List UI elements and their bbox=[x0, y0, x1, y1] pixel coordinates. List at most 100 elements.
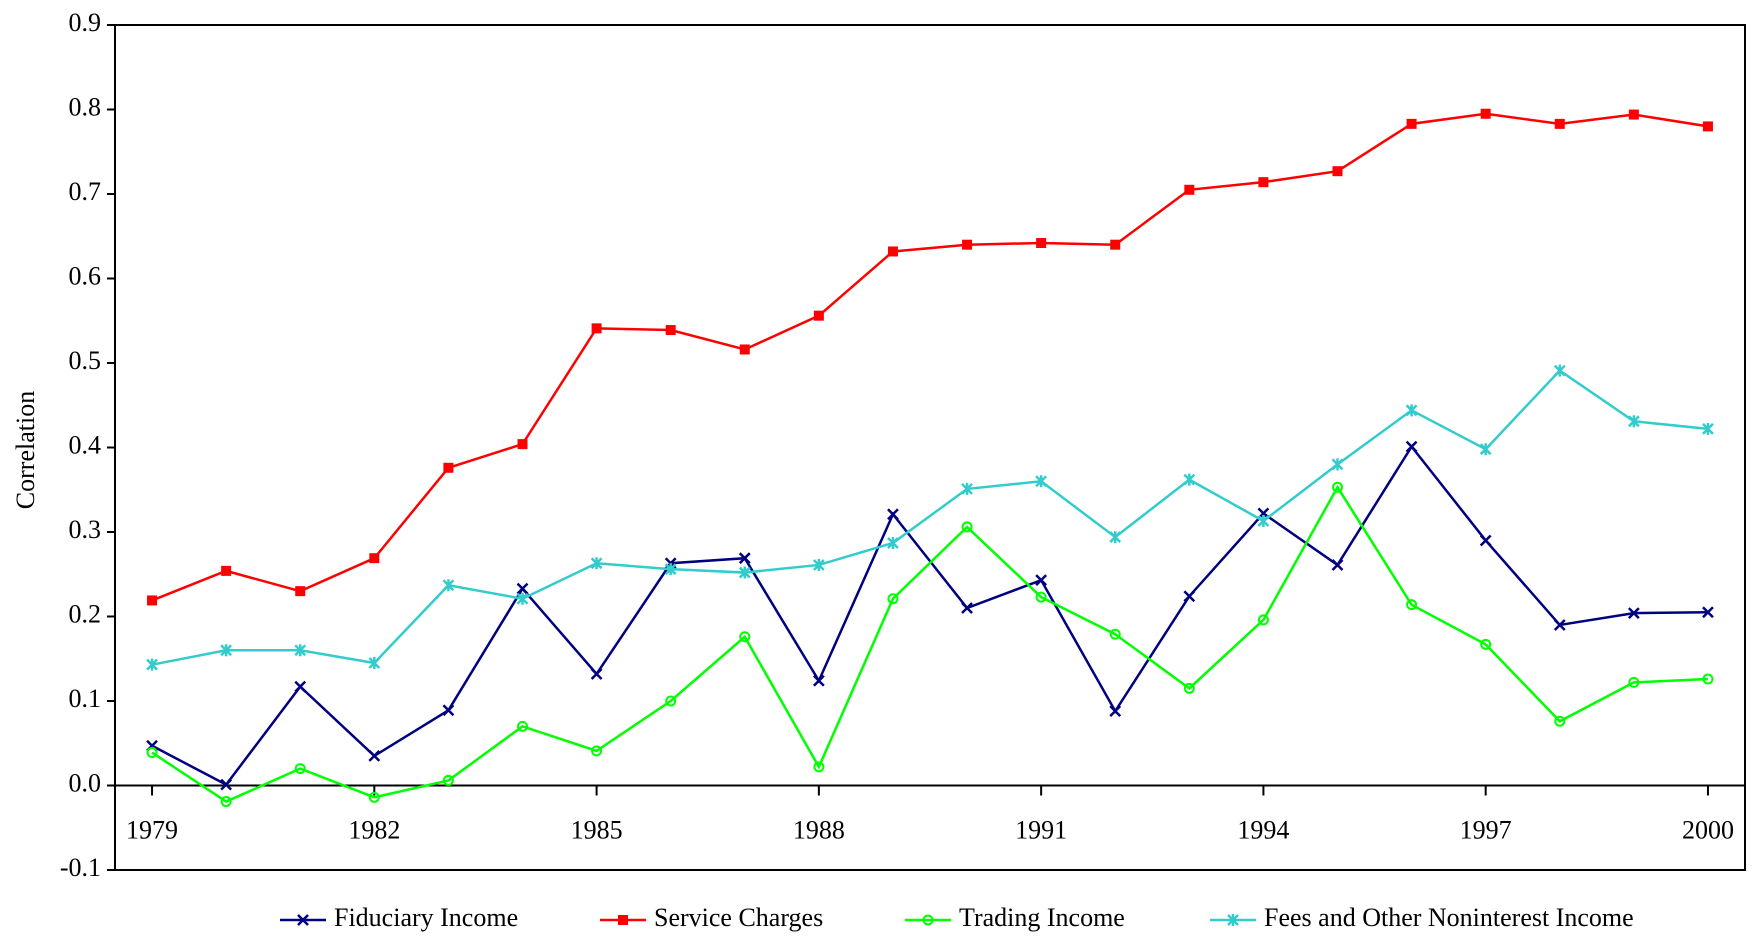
marker bbox=[1183, 473, 1196, 486]
marker bbox=[442, 579, 455, 592]
series bbox=[146, 481, 1714, 808]
x-tick-label: 1979 bbox=[126, 815, 178, 844]
x-tick-label: 1991 bbox=[1015, 815, 1067, 844]
y-tick-label: 0.1 bbox=[69, 684, 102, 713]
marker bbox=[591, 745, 603, 757]
marker bbox=[146, 658, 158, 671]
series-line bbox=[151, 444, 1708, 787]
legend-label: Fees and Other Noninterest Income bbox=[1264, 903, 1634, 932]
marker bbox=[220, 796, 232, 808]
legend-marker bbox=[1227, 914, 1239, 926]
marker bbox=[295, 586, 306, 597]
y-tick-label: 0.4 bbox=[69, 430, 102, 459]
marker bbox=[1036, 238, 1047, 249]
marker bbox=[887, 593, 899, 605]
marker bbox=[1405, 404, 1418, 417]
marker bbox=[517, 720, 528, 732]
legend-symbol bbox=[297, 914, 309, 926]
legend-symbol bbox=[618, 915, 628, 925]
marker bbox=[1627, 607, 1640, 620]
marker bbox=[1479, 534, 1492, 547]
y-tick-label: 0.5 bbox=[69, 346, 102, 375]
marker bbox=[368, 656, 381, 669]
marker bbox=[1257, 515, 1270, 528]
y-axis-label: Correlation bbox=[11, 391, 40, 509]
marker bbox=[1554, 715, 1566, 727]
legend-symbol bbox=[922, 914, 934, 926]
marker bbox=[1109, 705, 1122, 718]
y-tick-label: 0.2 bbox=[69, 599, 102, 628]
marker bbox=[1553, 364, 1566, 377]
marker bbox=[516, 582, 529, 595]
marker bbox=[1628, 109, 1639, 120]
marker bbox=[1627, 415, 1640, 428]
marker bbox=[1406, 599, 1418, 611]
marker bbox=[664, 563, 677, 576]
marker bbox=[147, 595, 158, 606]
marker bbox=[812, 558, 825, 571]
legend-marker bbox=[297, 914, 309, 926]
x-tick-label: 1994 bbox=[1237, 815, 1289, 844]
marker bbox=[1258, 177, 1269, 188]
marker bbox=[739, 344, 750, 355]
marker bbox=[1480, 638, 1492, 650]
marker bbox=[1628, 676, 1640, 688]
marker bbox=[887, 536, 899, 549]
marker bbox=[220, 644, 233, 657]
marker bbox=[887, 246, 898, 257]
marker bbox=[517, 439, 528, 450]
x-tick-label: 1997 bbox=[1460, 815, 1512, 844]
marker bbox=[1183, 590, 1196, 603]
marker bbox=[812, 674, 825, 687]
series-line bbox=[151, 368, 1709, 666]
y-tick-label: 0.9 bbox=[69, 8, 102, 37]
marker bbox=[1035, 574, 1048, 587]
marker bbox=[590, 668, 603, 680]
marker bbox=[1257, 614, 1269, 626]
marker bbox=[738, 566, 751, 579]
marker bbox=[146, 747, 158, 759]
series bbox=[147, 108, 1713, 606]
x-tick-label: 1982 bbox=[348, 815, 400, 844]
marker bbox=[665, 325, 676, 336]
marker bbox=[1332, 166, 1343, 177]
marker bbox=[1109, 628, 1121, 640]
legend-marker bbox=[922, 914, 934, 926]
legend-marker bbox=[618, 915, 628, 925]
marker bbox=[1479, 443, 1492, 456]
series bbox=[146, 440, 1714, 791]
marker bbox=[369, 553, 380, 564]
legend-label: Fiduciary Income bbox=[334, 903, 518, 932]
marker bbox=[442, 704, 455, 717]
marker bbox=[961, 602, 973, 614]
marker bbox=[961, 482, 973, 495]
marker bbox=[1184, 184, 1195, 195]
x-tick-label: 1985 bbox=[571, 815, 623, 844]
x-tick-label: 1988 bbox=[793, 815, 845, 844]
marker bbox=[1110, 239, 1121, 250]
marker bbox=[1035, 591, 1047, 603]
y-tick-label: 0.0 bbox=[69, 768, 102, 797]
marker bbox=[1702, 673, 1714, 685]
y-tick-label: 0.3 bbox=[69, 515, 102, 544]
marker bbox=[1702, 606, 1714, 619]
marker bbox=[294, 680, 307, 693]
marker bbox=[1553, 619, 1566, 631]
y-tick-label: 0.8 bbox=[69, 92, 102, 121]
marker bbox=[1554, 118, 1565, 129]
marker bbox=[1480, 108, 1491, 119]
marker bbox=[739, 631, 751, 643]
marker bbox=[1109, 531, 1122, 544]
marker bbox=[961, 521, 973, 533]
marker bbox=[887, 508, 899, 521]
marker bbox=[665, 695, 677, 707]
y-tick-label: -0.1 bbox=[60, 853, 101, 882]
y-tick-label: 0.7 bbox=[69, 177, 102, 206]
legend-label: Service Charges bbox=[654, 903, 823, 932]
marker bbox=[1702, 422, 1714, 435]
marker bbox=[813, 310, 824, 321]
marker bbox=[442, 774, 454, 786]
marker bbox=[516, 592, 529, 605]
marker bbox=[1035, 475, 1048, 488]
